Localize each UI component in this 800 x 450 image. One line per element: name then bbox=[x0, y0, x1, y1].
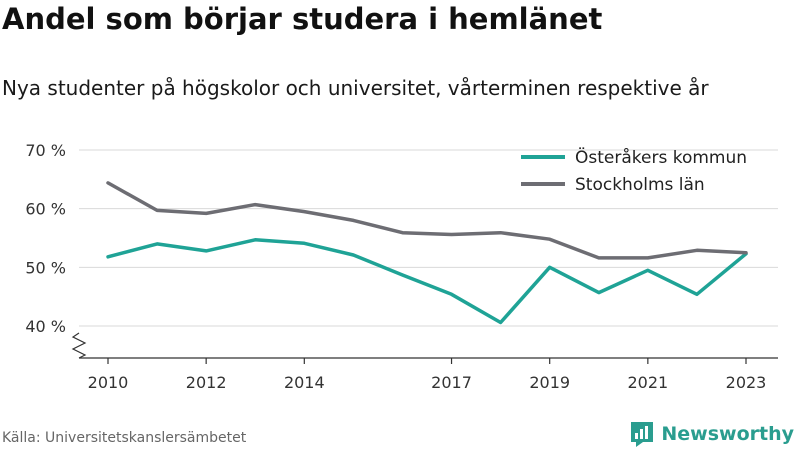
chart-subtitle: Nya studenter på högskolor och universit… bbox=[2, 76, 709, 100]
x-tick-label: 2012 bbox=[186, 373, 227, 392]
legend-label: Stockholms län bbox=[575, 175, 705, 195]
x-tick-label: 2021 bbox=[627, 373, 668, 392]
y-tick-label: 70 % bbox=[25, 141, 66, 160]
x-tick-label: 2010 bbox=[88, 373, 129, 392]
x-tick-label: 2023 bbox=[726, 373, 767, 392]
newsworthy-logo-icon bbox=[631, 422, 654, 447]
brand-logo: Newsworthy bbox=[629, 420, 794, 448]
y-axis: 40 % 50 % 60 % 70 % bbox=[25, 141, 87, 359]
x-tick-label: 2017 bbox=[431, 373, 472, 392]
axis-break-icon bbox=[71, 332, 87, 359]
series-lines bbox=[106, 181, 748, 325]
source-note: Källa: Universitetskanslersämbetet bbox=[2, 430, 247, 446]
series-line bbox=[106, 238, 748, 325]
x-tick-label: 2014 bbox=[284, 373, 325, 392]
gridlines bbox=[79, 149, 778, 327]
legend: Österåkers kommun Stockholms län bbox=[521, 146, 747, 195]
y-tick-label: 40 % bbox=[25, 317, 66, 336]
chart-title: Andel som börjar studera i hemlänet bbox=[2, 2, 603, 36]
x-tick-label: 2019 bbox=[529, 373, 570, 392]
line-chart: 40 % 50 % 60 % 70 % 2010 2012 2014 2017 2019 202… bbox=[25, 141, 778, 392]
y-tick-label: 60 % bbox=[25, 200, 66, 219]
series-line bbox=[106, 181, 748, 260]
y-tick-label: 50 % bbox=[25, 258, 66, 277]
legend-label: Österåkers kommun bbox=[575, 146, 747, 168]
x-axis: 2010 2012 2014 2017 2019 2021 2023 bbox=[79, 357, 778, 392]
brand-name: Newsworthy bbox=[661, 423, 794, 445]
